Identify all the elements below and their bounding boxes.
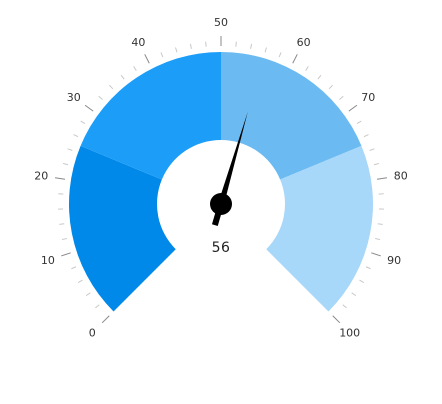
gauge-major-tick [377, 178, 387, 180]
gauge-tick-label: 100 [339, 327, 360, 340]
gauge-major-tick [349, 105, 357, 111]
gauge-minor-tick [161, 52, 163, 57]
gauge-minor-tick [134, 66, 137, 70]
gauge-minor-tick [378, 224, 383, 225]
gauge-minor-tick [99, 96, 103, 99]
gauge-minor-tick [81, 121, 85, 124]
gauge-minor-tick [375, 238, 380, 239]
gauge-minor-tick [59, 224, 64, 225]
gauge-major-tick [371, 253, 381, 256]
gauge-minor-tick [176, 47, 177, 52]
gauge-minor-tick [63, 163, 68, 164]
gauge-major-tick [293, 54, 298, 63]
gauge-minor-tick [366, 267, 371, 269]
gauge-minor-tick [343, 305, 347, 308]
gauge-minor-tick [318, 75, 321, 79]
gauge-minor-tick [352, 293, 356, 296]
gauge-major-tick [61, 253, 71, 256]
gauge-minor-tick [279, 52, 281, 57]
gauge-minor-tick [109, 85, 112, 89]
gauge-tick-label: 20 [34, 170, 48, 183]
gauge-tick-label: 70 [361, 91, 375, 104]
gauge-tick-label: 90 [387, 254, 401, 267]
gauge-tick-label: 80 [394, 170, 408, 183]
gauge-tick-label: 50 [214, 16, 228, 29]
gauge-needle-hub [210, 193, 232, 215]
gauge-tick-label: 30 [67, 91, 81, 104]
gauge-minor-tick [95, 305, 99, 308]
gauge-minor-tick [340, 96, 344, 99]
gauge-minor-tick [370, 149, 375, 151]
gauge-tick-label: 60 [297, 36, 311, 49]
gauge-tick-label: 0 [89, 327, 96, 340]
gauge-minor-tick [71, 267, 76, 269]
gauge-minor-tick [86, 293, 90, 296]
gauge-minor-tick [62, 238, 67, 239]
gauge-minor-tick [251, 44, 252, 49]
gauge-tick-label: 10 [41, 254, 55, 267]
gauge-minor-tick [364, 135, 369, 137]
gauge-major-tick [333, 316, 340, 323]
gauge-minor-tick [359, 280, 363, 282]
gauge-minor-tick [74, 135, 79, 137]
gauge-value-label: 56 [212, 240, 231, 256]
gauge-minor-tick [68, 149, 73, 151]
gauge-minor-tick [190, 44, 191, 49]
gauge-minor-tick [306, 66, 309, 70]
gauge-minor-tick [78, 280, 82, 282]
gauge-minor-tick [357, 121, 361, 124]
gauge-minor-tick [265, 47, 266, 52]
gauge-major-tick [85, 105, 93, 111]
gauge-tick-label: 40 [131, 36, 145, 49]
gauge-major-tick [145, 54, 150, 63]
gauge-minor-tick [374, 163, 379, 164]
gauge-minor-tick [329, 85, 332, 89]
gauge-bands [69, 52, 373, 311]
gauge-major-tick [55, 178, 65, 180]
gauge-major-tick [102, 316, 109, 323]
gauge-minor-tick [121, 75, 124, 79]
